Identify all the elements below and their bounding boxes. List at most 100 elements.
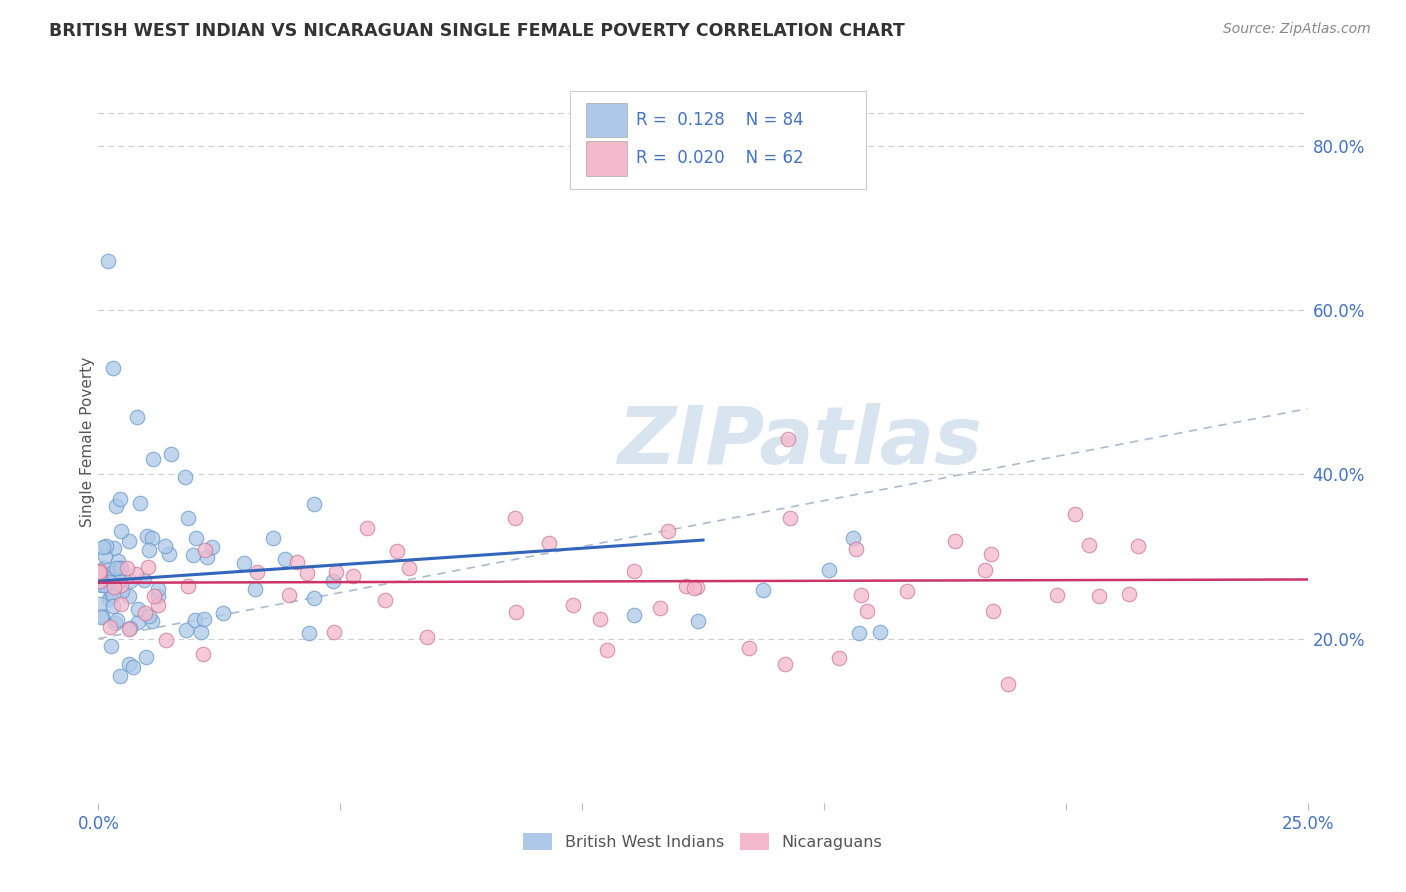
Point [100, 639, 122, 653]
Point [285, 556, 308, 570]
Point [262, 531, 284, 545]
Point [657, 524, 679, 539]
Point [818, 562, 841, 576]
Text: BRITISH WEST INDIAN VS NICARAGUAN SINGLE FEMALE POVERTY CORRELATION CHART: BRITISH WEST INDIAN VS NICARAGUAN SINGLE… [49, 22, 905, 40]
Point [138, 608, 160, 623]
Point [623, 564, 645, 578]
Point [896, 584, 918, 599]
Point [115, 561, 138, 575]
Point [1077, 538, 1099, 552]
Point [103, 580, 125, 594]
Point [146, 582, 169, 596]
Point [105, 613, 128, 627]
Point [121, 660, 143, 674]
Point [416, 630, 439, 644]
Point [108, 560, 131, 574]
Point [650, 601, 672, 615]
Point [101, 360, 124, 375]
Point [779, 511, 801, 525]
Point [110, 561, 132, 575]
Point [93, 561, 115, 575]
Point [177, 511, 200, 525]
Point [1088, 590, 1111, 604]
Legend: British West Indians, Nicaraguans: British West Indians, Nicaraguans [517, 827, 889, 856]
Point [148, 589, 170, 603]
Point [201, 541, 224, 555]
Point [89, 597, 111, 611]
Point [322, 574, 344, 588]
Point [505, 606, 527, 620]
Point [997, 677, 1019, 691]
Point [675, 579, 697, 593]
Point [174, 624, 197, 638]
FancyBboxPatch shape [586, 141, 627, 176]
Point [181, 548, 204, 562]
Point [155, 539, 177, 553]
Point [91, 609, 114, 624]
Point [828, 651, 851, 665]
Point [143, 589, 166, 603]
Point [138, 542, 160, 557]
Point [980, 547, 1002, 561]
Point [773, 657, 796, 671]
Point [243, 582, 266, 597]
Point [111, 583, 134, 598]
Point [623, 607, 645, 622]
Point [848, 626, 870, 640]
Point [195, 550, 218, 565]
Point [146, 598, 169, 612]
Point [503, 510, 526, 524]
Point [212, 607, 235, 621]
Point [537, 536, 560, 550]
Point [302, 591, 325, 606]
Point [101, 588, 124, 602]
Point [127, 409, 149, 424]
Point [98, 575, 121, 590]
Point [738, 641, 761, 656]
Point [134, 606, 156, 620]
Point [295, 566, 318, 581]
Point [943, 533, 966, 548]
Point [132, 573, 155, 587]
Point [118, 657, 141, 671]
Point [94, 539, 117, 553]
Point [108, 492, 131, 507]
Point [94, 549, 117, 563]
Point [142, 451, 165, 466]
Point [127, 602, 149, 616]
Point [157, 548, 180, 562]
Point [686, 580, 709, 594]
Point [89, 574, 111, 589]
Point [101, 566, 124, 581]
Point [90, 577, 112, 591]
Point [184, 614, 207, 628]
Point [851, 588, 873, 602]
Point [561, 598, 583, 612]
Point [323, 625, 346, 640]
Point [91, 540, 114, 554]
Point [104, 615, 127, 630]
Point [100, 619, 122, 633]
Point [778, 433, 800, 447]
Point [160, 447, 183, 461]
Point [90, 610, 112, 624]
FancyBboxPatch shape [569, 91, 866, 189]
Point [110, 577, 132, 591]
FancyBboxPatch shape [586, 103, 627, 137]
Point [683, 581, 706, 595]
Text: ZIPatlas: ZIPatlas [617, 402, 983, 481]
Point [125, 567, 148, 582]
Point [87, 566, 110, 580]
Point [845, 541, 868, 556]
Point [298, 625, 321, 640]
Point [174, 469, 197, 483]
Point [193, 647, 215, 661]
Point [190, 625, 212, 640]
Point [110, 669, 132, 683]
Point [141, 531, 163, 545]
Point [589, 612, 612, 626]
Point [155, 633, 177, 648]
Point [136, 528, 159, 542]
Text: R =  0.020    N = 62: R = 0.020 N = 62 [637, 149, 804, 168]
Point [356, 520, 378, 534]
